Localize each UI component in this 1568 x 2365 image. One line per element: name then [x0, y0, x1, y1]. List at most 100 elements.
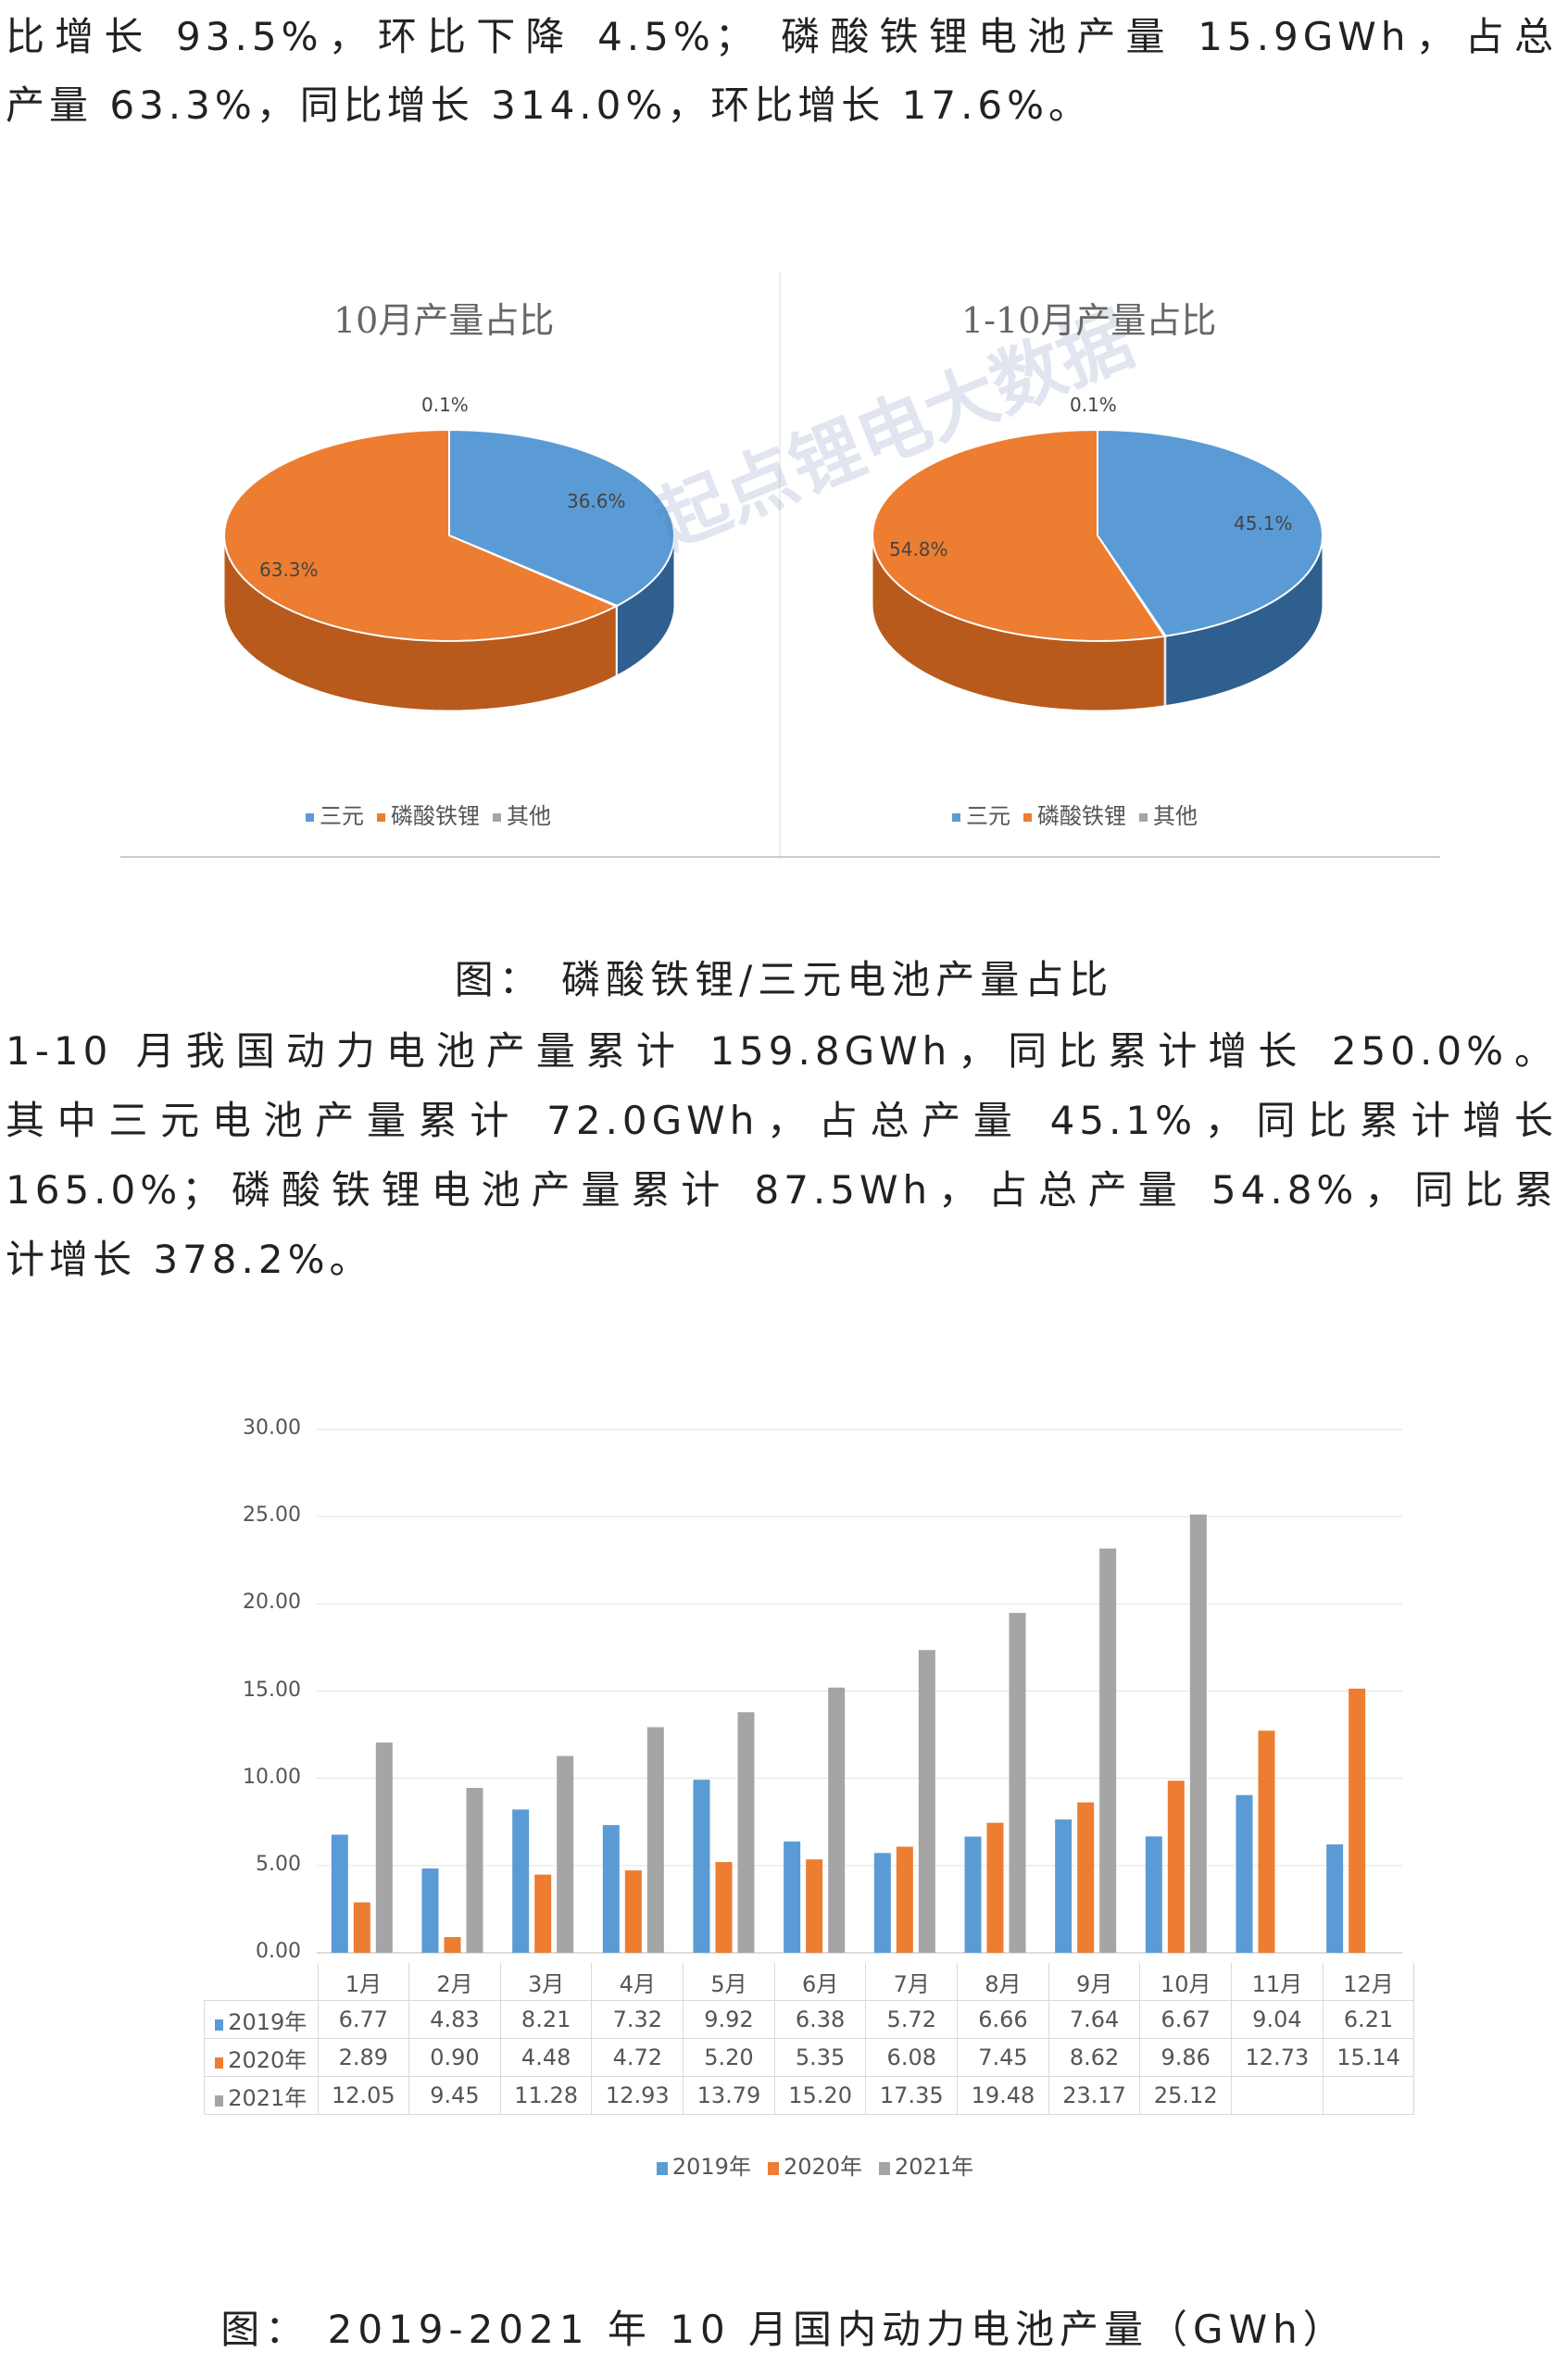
bar-plot-svg — [317, 1428, 1402, 1954]
y-tick-label: 30.00 — [243, 1416, 301, 1440]
table-cell: 15.20 — [773, 2076, 867, 2115]
bar-2019年-3月 — [512, 1809, 530, 1953]
caption-bar: 图： 2019-2021 年 10 月国内动力电池产量（GWh） — [220, 2307, 1348, 2352]
table-cell: 6.67 — [1139, 2000, 1233, 2039]
table-row: 2021年 12.05 9.45 11.28 12.93 13.79 15.20 17.35 1… — [204, 2076, 1415, 2115]
table-cell: 4.72 — [591, 2038, 684, 2077]
bar-2020年-4月 — [624, 1870, 642, 1953]
bar-2019年-9月 — [1055, 1819, 1073, 1953]
x-tick-label: 1月 — [317, 1963, 410, 2001]
bar-2021年-3月 — [557, 1755, 574, 1953]
y-tick-label: 0.00 — [256, 1940, 301, 1963]
table-cell: 7.64 — [1047, 2000, 1141, 2039]
bar-2021年-2月 — [466, 1788, 483, 1953]
table-cell: 9.86 — [1139, 2038, 1233, 2077]
x-tick-label: 6月 — [773, 1963, 867, 2001]
table-cell: 12.93 — [591, 2076, 684, 2115]
pie2-label-other: 0.1% — [1070, 394, 1117, 416]
table-cell: 2.89 — [317, 2038, 410, 2077]
series-label: 2021年 — [204, 2076, 319, 2115]
legend-label: 磷酸铁锂 — [1037, 803, 1126, 829]
table-row: 2020年 2.89 0.90 4.48 4.72 5.20 5.35 6.08 7.45 8.6… — [204, 2038, 1415, 2077]
legend-swatch — [656, 2162, 668, 2175]
legend-item-lfp: 磷酸铁锂 — [377, 798, 480, 830]
para-line-2: 其中三元电池产量累计 72.0GWh，占总产量 45.1%，同比累计增长 — [6, 1098, 1558, 1143]
legend-swatch — [306, 812, 314, 822]
bar-2020年-6月 — [806, 1859, 823, 1953]
table-cell: 9.45 — [408, 2076, 501, 2115]
x-tick-label: 11月 — [1231, 1963, 1323, 2001]
legend-item-other: 其他 — [1139, 798, 1198, 830]
y-tick-label: 15.00 — [243, 1678, 301, 1702]
pie2-legend: 三元 磷酸铁锂 其他 — [952, 798, 1198, 830]
table-cell: 4.48 — [499, 2038, 593, 2077]
legend-swatch — [377, 812, 385, 822]
table-cell: 0.90 — [408, 2038, 501, 2077]
table-cell: 4.83 — [408, 2000, 501, 2039]
table-cell: 17.35 — [865, 2076, 959, 2115]
table-cell: 9.92 — [683, 2000, 775, 2039]
pie2-title: 1-10月产量占比 — [961, 300, 1217, 341]
bar-2020年-3月 — [534, 1874, 552, 1953]
pie1-title: 10月产量占比 — [333, 300, 555, 341]
para-line-3: 165.0%；磷酸铁锂电池产量累计 87.5Wh，占总产量 54.8%，同比累 — [6, 1167, 1558, 1213]
table-cell: 5.72 — [865, 2000, 959, 2039]
bar-2019年-5月 — [693, 1780, 710, 1953]
bar-2020年-5月 — [715, 1862, 733, 1953]
bar-2021年-8月 — [1009, 1613, 1026, 1953]
table-cell: 5.20 — [683, 2038, 775, 2077]
x-tick-label: 2月 — [408, 1963, 501, 2001]
bar-2020年-12月 — [1348, 1688, 1366, 1953]
legend-item-ternary: 三元 — [306, 798, 364, 830]
table-cell: 8.62 — [1047, 2038, 1141, 2077]
table-cell: 6.38 — [773, 2000, 867, 2039]
table-cell: 6.21 — [1322, 2000, 1415, 2039]
pie-charts-svg — [120, 271, 1440, 860]
para-line-4: 计增长 378.2%。 — [6, 1237, 373, 1282]
table-cell: 8.21 — [499, 2000, 593, 2039]
bar-2019年-12月 — [1326, 1844, 1344, 1953]
table-cell: 25.12 — [1139, 2076, 1233, 2115]
legend-item: 2021年 — [879, 2148, 973, 2181]
bar-2020年-1月 — [353, 1902, 370, 1953]
x-tick-label: 9月 — [1047, 1963, 1141, 2001]
legend-label: 2020年 — [783, 2154, 863, 2180]
y-tick-label: 5.00 — [256, 1852, 301, 1876]
table-cell: 7.32 — [591, 2000, 684, 2039]
legend-label: 其他 — [507, 803, 551, 829]
legend-swatch — [767, 2162, 779, 2175]
intro-line-1: 比增长 93.5%，环比下降 4.5%； 磷酸铁锂电池产量 15.9GWh，占总 — [6, 14, 1558, 59]
table-cell: 6.66 — [957, 2000, 1049, 2039]
legend-label: 三元 — [966, 803, 1010, 829]
pie-slice-三元 — [1097, 428, 1323, 637]
legend-swatch — [493, 812, 501, 822]
x-tick-label: 8月 — [957, 1963, 1049, 2001]
legend-label: 2021年 — [895, 2154, 974, 2180]
y-tick-label: 25.00 — [243, 1503, 301, 1528]
pie1-label-lfp: 63.3% — [259, 559, 319, 581]
pie2-label-ternary: 45.1% — [1234, 512, 1293, 535]
bar-2020年-2月 — [444, 1937, 461, 1953]
bar-2021年-7月 — [918, 1650, 935, 1953]
table-cell: 11.28 — [499, 2076, 593, 2115]
pie-2 — [872, 428, 1323, 711]
legend-item: 2019年 — [656, 2148, 751, 2181]
table-cell: 7.45 — [957, 2038, 1049, 2077]
pie-slice-磷酸铁锂 — [872, 428, 1166, 642]
table-cell: 23.17 — [1047, 2076, 1141, 2115]
caption-pie: 图： 磷酸铁锂/三元电池产量占比 — [454, 957, 1114, 1002]
bar-2019年-2月 — [421, 1868, 439, 1953]
table-cell: 6.08 — [865, 2038, 959, 2077]
data-table: 1月 2月 3月 4月 5月 6月 7月 8月 9月 10月 11月 12月 2019年 6.77 4.83… — [204, 1963, 1415, 2115]
x-tick-label: 10月 — [1139, 1963, 1233, 2001]
bar-2021年-4月 — [646, 1727, 664, 1953]
bar-2019年-4月 — [602, 1825, 620, 1953]
intro-line-2: 产量 63.3%，同比增长 314.0%，环比增长 17.6%。 — [6, 82, 1093, 128]
pie-1 — [223, 428, 676, 711]
bar-2019年-1月 — [331, 1834, 348, 1953]
bar-2020年-10月 — [1167, 1780, 1185, 1953]
table-cell: 13.79 — [683, 2076, 775, 2115]
legend-item: 2020年 — [767, 2148, 863, 2181]
y-tick-label: 10.00 — [243, 1765, 301, 1789]
legend-item-lfp: 磷酸铁锂 — [1023, 798, 1126, 830]
